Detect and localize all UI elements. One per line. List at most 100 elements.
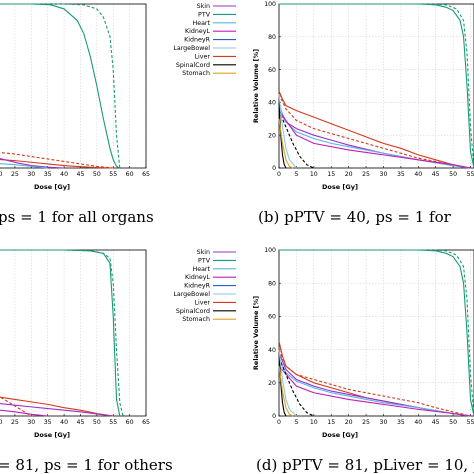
x-tick-label: 0 <box>277 171 281 178</box>
series-line-ptv <box>0 3 121 169</box>
legend-label-liver: Liver <box>195 299 211 306</box>
legend-label-spinalcord: SpinalCord <box>176 308 210 315</box>
x-tick-label: 15 <box>327 419 335 426</box>
x-tick-label: 55 <box>467 171 474 178</box>
series-line-largebowel <box>278 349 297 417</box>
x-axis-label: Dose [Gy] <box>322 183 358 191</box>
x-tick-label: 40 <box>60 171 68 178</box>
x-tick-label: 0 <box>277 419 281 426</box>
plot-frame <box>0 249 147 417</box>
x-tick-label: 35 <box>44 171 52 178</box>
y-tick-label: 80 <box>268 34 276 41</box>
x-tick-label: 35 <box>397 419 405 426</box>
y-tick-label: 40 <box>268 100 276 107</box>
x-tick-label: 65 <box>142 419 150 426</box>
x-tick-label: 30 <box>380 419 388 426</box>
series-line-largebowel <box>278 94 297 169</box>
series-line-liver <box>0 159 114 169</box>
x-tick-label: 20 <box>0 171 3 178</box>
legend-label-largebowel: LargeBowel <box>173 291 210 298</box>
series-line-kidneyl <box>0 409 48 417</box>
series-line-liver-dashed <box>0 396 32 417</box>
x-tick-label: 10 <box>310 171 318 178</box>
x-tick-label: 45 <box>77 419 85 426</box>
legend-label-largebowel: LargeBowel <box>173 45 210 52</box>
series-line-heart <box>0 163 48 169</box>
y-tick-label: 80 <box>268 280 276 287</box>
series-line-skin <box>0 403 114 417</box>
x-tick-label: 40 <box>414 419 422 426</box>
legend-label-kidneyr: KidneyR <box>184 283 210 290</box>
y-axis-label: Relative Volume [%] <box>252 49 260 123</box>
series-line-liver <box>278 90 471 169</box>
legend-label-ptv: PTV <box>198 11 211 18</box>
panel-a: 20 25 30 35 40 45 50 55 60 65 Dose [Gy] <box>0 3 150 191</box>
x-tick-label: 5 <box>294 419 298 426</box>
series-line-kidneyl <box>278 110 471 169</box>
x-tick-label: 65 <box>142 171 150 178</box>
x-tick-label: 40 <box>60 419 68 426</box>
x-tick-label: 50 <box>449 171 457 178</box>
x-tick-label: 10 <box>310 419 318 426</box>
y-tick-label: 100 <box>264 247 276 254</box>
plot-frame <box>0 3 147 169</box>
x-tick-label: 35 <box>44 419 52 426</box>
series-line-stomach <box>278 118 294 169</box>
series-line-stomach <box>278 366 294 417</box>
x-tick-label: 50 <box>449 419 457 426</box>
y-tick-label: 60 <box>268 67 276 74</box>
x-axis-label: Dose [Gy] <box>34 431 70 439</box>
x-axis-label: Dose [Gy] <box>34 183 70 191</box>
y-axis-label: Relative Volume [%] <box>252 296 260 370</box>
x-tick-label: 20 <box>345 171 353 178</box>
y-tick-label: 0 <box>272 165 276 172</box>
x-tick-label: 25 <box>11 171 19 178</box>
x-tick-label: 40 <box>414 171 422 178</box>
x-tick-label: 35 <box>397 171 405 178</box>
y-tick-label: 20 <box>268 132 276 139</box>
series-line-kidneyl <box>278 365 471 417</box>
x-tick-label: 30 <box>27 171 35 178</box>
caption-d: (d) pPTV = 81, pLiver = 10, ps = <box>256 456 474 474</box>
legend-label-skin: Skin <box>197 249 210 256</box>
panel-c: 20 25 30 35 40 45 50 55 60 65 Dose [Gy] <box>0 249 150 439</box>
caption-b: (b) pPTV = 40, ps = 1 for <box>258 208 452 226</box>
y-tick-label: 40 <box>268 347 276 354</box>
x-tick-label: 15 <box>327 171 335 178</box>
y-tick-label: 100 <box>264 1 276 8</box>
legend-label-skin: Skin <box>197 3 210 10</box>
legend-label-liver: Liver <box>195 53 211 60</box>
series-line-ptv <box>279 3 474 169</box>
x-tick-label: 55 <box>467 419 474 426</box>
x-tick-label: 50 <box>93 419 101 426</box>
x-tick-label: 60 <box>126 171 134 178</box>
series-line-skin <box>0 157 65 169</box>
x-tick-label: 55 <box>109 419 117 426</box>
series-line-liver <box>0 396 114 417</box>
series-line-liver-dashed <box>278 93 471 169</box>
plot-frame <box>278 3 474 169</box>
x-tick-label: 20 <box>345 419 353 426</box>
series-line-heart <box>278 357 471 417</box>
series-line-ptv-dashed <box>0 249 124 417</box>
x-tick-label: 25 <box>362 419 370 426</box>
x-tick-label: 45 <box>432 419 440 426</box>
series-line-skin <box>278 352 471 417</box>
x-tick-label: 30 <box>380 171 388 178</box>
panel-d: 0 5 10 15 20 25 30 35 40 45 50 55 0 20 40 60 80 100 Dose [… <box>252 247 474 439</box>
legend-label-stomach: Stomach <box>182 316 210 323</box>
x-axis-label: Dose [Gy] <box>322 431 358 439</box>
x-tick-label: 30 <box>27 419 35 426</box>
x-tick-label: 60 <box>126 419 134 426</box>
y-tick-label: 0 <box>272 413 276 420</box>
series-line-liver <box>278 341 471 417</box>
legend-label-heart: Heart <box>192 20 210 27</box>
caption-a: ps = 1 for all organs <box>0 208 154 226</box>
legend-label-kidneyr: KidneyR <box>184 37 210 44</box>
series-line-spinalcord-dashed <box>278 110 315 169</box>
series-line-liver-dashed <box>0 151 114 169</box>
legend-label-heart: Heart <box>192 266 210 273</box>
